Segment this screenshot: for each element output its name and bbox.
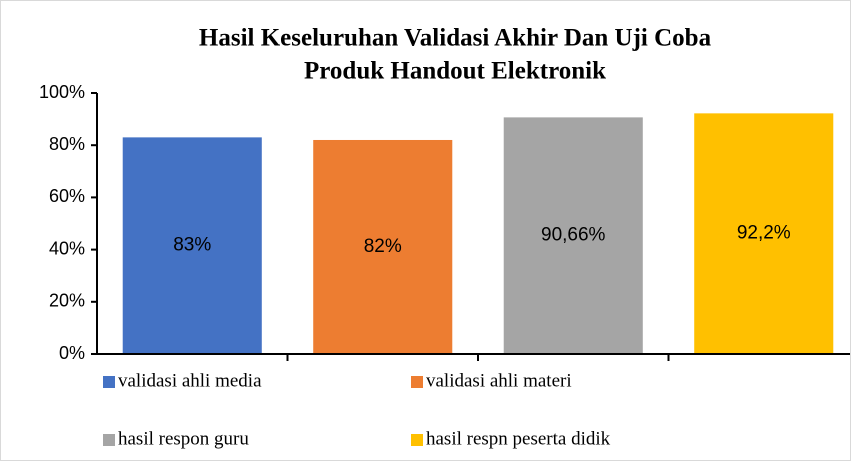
chart-title: Produk Handout Elektronik bbox=[304, 58, 606, 85]
value-label: 90,66% bbox=[541, 225, 606, 246]
bar bbox=[122, 137, 262, 354]
legend-label: validasi ahli materi bbox=[426, 370, 572, 391]
value-label: 83% bbox=[173, 235, 211, 256]
y-tick-label: 40% bbox=[49, 238, 85, 258]
legend-label: validasi ahli media bbox=[118, 370, 262, 391]
legend-swatch bbox=[103, 434, 115, 446]
legend-swatch bbox=[411, 376, 423, 388]
y-tick-label: 100% bbox=[39, 82, 85, 102]
bar bbox=[313, 139, 453, 354]
legend-swatch bbox=[103, 376, 115, 388]
bar bbox=[694, 113, 834, 354]
y-tick-label: 20% bbox=[49, 291, 85, 311]
y-tick-label: 60% bbox=[49, 186, 85, 206]
chart-title: Hasil Keseluruhan Validasi Akhir Dan Uji… bbox=[199, 25, 712, 52]
bar bbox=[503, 117, 643, 354]
value-label: 92,2% bbox=[737, 223, 791, 244]
y-tick-label: 80% bbox=[49, 134, 85, 154]
legend-label: hasil respn peserta didik bbox=[426, 428, 611, 449]
legend-label: hasil respon guru bbox=[118, 428, 249, 449]
y-tick-label: 0% bbox=[59, 343, 85, 363]
legend-swatch bbox=[411, 434, 423, 446]
value-label: 82% bbox=[364, 236, 402, 257]
